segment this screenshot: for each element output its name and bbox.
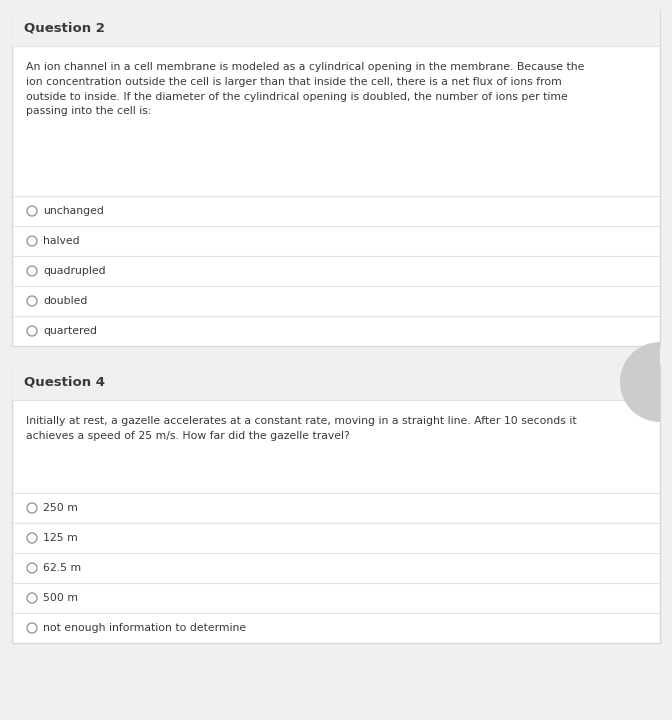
Bar: [12, 364, 660, 400]
Text: quadrupled: quadrupled: [43, 266, 106, 276]
Text: An ion channel in a cell membrane is modeled as a cylindrical opening in the mem: An ion channel in a cell membrane is mod…: [26, 62, 585, 117]
Text: 62.5 m: 62.5 m: [43, 563, 81, 573]
Text: doubled: doubled: [43, 296, 87, 306]
Text: 250 m: 250 m: [43, 503, 78, 513]
Text: 125 m: 125 m: [43, 533, 78, 543]
Wedge shape: [620, 342, 660, 422]
Text: 500 m: 500 m: [43, 593, 78, 603]
Text: halved: halved: [43, 236, 79, 246]
Text: not enough information to determine: not enough information to determine: [43, 623, 246, 633]
Text: Initially at rest, a gazelle accelerates at a constant rate, moving in a straigh: Initially at rest, a gazelle accelerates…: [26, 416, 577, 441]
Bar: [12, 10, 660, 346]
Text: quartered: quartered: [43, 326, 97, 336]
Text: Question 4: Question 4: [24, 376, 105, 389]
Text: Question 2: Question 2: [24, 22, 105, 35]
Text: unchanged: unchanged: [43, 206, 104, 216]
Bar: [12, 364, 660, 643]
Bar: [12, 10, 660, 46]
